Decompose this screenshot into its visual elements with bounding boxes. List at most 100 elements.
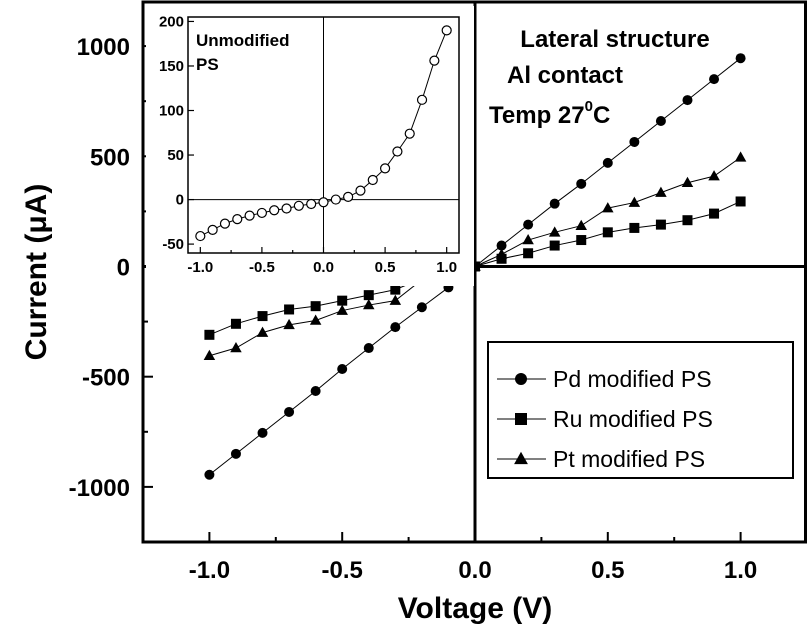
data-point (681, 176, 694, 187)
data-point (310, 386, 321, 397)
annotation-structure: Lateral structure (520, 26, 709, 53)
data-point (576, 178, 587, 189)
data-point (257, 311, 268, 322)
data-point (522, 234, 534, 245)
inset-x-tick-label: 0.0 (313, 259, 334, 276)
data-point (495, 248, 508, 259)
annotation-contact: Al contact (507, 62, 623, 89)
data-point (548, 226, 561, 237)
legend-label: Ru modified PS (553, 406, 713, 432)
inset-x-tick-label: 0.5 (375, 259, 396, 276)
data-point (709, 208, 720, 219)
data-point (735, 196, 746, 207)
inset-data-point (269, 205, 280, 216)
data-point (257, 427, 268, 438)
data-point (204, 329, 215, 340)
data-point (283, 318, 295, 330)
data-point (284, 406, 295, 417)
inset-y-tick-label: -50 (162, 236, 184, 253)
data-point (602, 157, 613, 168)
x-tick-label: 0.0 (458, 557, 491, 584)
data-point (230, 448, 241, 459)
data-point (336, 304, 348, 315)
data-point (629, 136, 640, 147)
legend-marker (514, 451, 528, 465)
inset-plot: -1.0 -0.5 0.0 0.5 1.0 200 150 100 50 0 -50 Unmodifi… (146, 6, 474, 286)
data-point (709, 74, 720, 85)
inset-series (195, 25, 452, 242)
y-tick-label: 500 (90, 144, 130, 171)
legend-marker (515, 373, 527, 385)
inset-y-tick-label: 200 (159, 13, 184, 30)
inset-data-point (195, 230, 206, 242)
main-plot: -1.0 -0.5 0.0 0.5 1.0-1000-50005001000Voltag… (20, 0, 807, 625)
inset-y-tick-label: 150 (159, 58, 184, 75)
data-point (628, 196, 641, 207)
inset-data-point (367, 174, 378, 186)
x-tick-label: -1.0 (189, 557, 230, 584)
data-point (496, 240, 507, 251)
data-point (523, 219, 534, 230)
legend-label: Pt modified PS (553, 446, 705, 472)
data-point (602, 202, 614, 213)
inset-y-tick-label: 100 (159, 103, 184, 120)
data-point (708, 170, 720, 181)
data-point (575, 219, 587, 230)
inset-data-point (441, 25, 452, 36)
x-tick-label: 0.5 (591, 557, 624, 584)
inset-title-line1: Unmodified (196, 31, 290, 50)
data-point (682, 95, 693, 106)
data-point (416, 302, 427, 313)
x-tick-label: -0.5 (322, 557, 363, 584)
data-point (390, 284, 401, 295)
data-point (230, 318, 241, 329)
data-point (629, 222, 640, 233)
data-point (602, 227, 613, 238)
inset-data-point (429, 55, 440, 66)
data-point (310, 301, 321, 312)
data-point (390, 322, 401, 333)
legend-label: Pd modified PS (553, 366, 712, 392)
data-point (735, 53, 746, 64)
data-point (363, 299, 375, 310)
data-point (230, 342, 242, 353)
data-point (734, 151, 747, 162)
data-point (655, 186, 667, 197)
annotation-temperature: Temp 270C (489, 98, 610, 129)
y-tick-label: 1000 (77, 34, 130, 61)
data-point (682, 215, 693, 226)
inset-data-point (416, 94, 428, 105)
inset-title-line2: PS (196, 55, 219, 74)
data-point (389, 294, 402, 305)
data-point (549, 240, 560, 251)
data-point (284, 304, 295, 315)
inset-data-point (318, 197, 329, 208)
y-tick-label: -1000 (69, 475, 130, 502)
legend: Pd modified PS Ru modified PS Pt modified … (487, 341, 794, 479)
legend-box (487, 341, 794, 479)
x-tick-label: 1.0 (724, 557, 757, 584)
inset-data-point (306, 198, 317, 210)
inset-data-point (232, 214, 243, 225)
inset-data-point (343, 191, 354, 202)
data-point (549, 198, 560, 209)
data-point (363, 290, 374, 301)
inset-x-tick-label: 1.0 (436, 259, 457, 276)
inset-data-point (379, 163, 391, 174)
legend-marker (515, 413, 527, 425)
y-tick-label: 0 (117, 254, 130, 281)
data-point (337, 295, 348, 306)
data-point (655, 116, 666, 127)
inset-data-point (293, 200, 304, 211)
inset-data-point (355, 185, 366, 196)
inset-data-point (330, 194, 341, 205)
data-point (655, 219, 666, 230)
data-point (256, 326, 269, 337)
inset-x-tick-label: -1.0 (187, 259, 213, 276)
data-point (309, 314, 322, 325)
data-point (523, 248, 534, 259)
data-point (337, 363, 348, 374)
data-point (204, 469, 215, 480)
inset-data-point (256, 207, 268, 219)
inset-data-point (244, 210, 255, 221)
